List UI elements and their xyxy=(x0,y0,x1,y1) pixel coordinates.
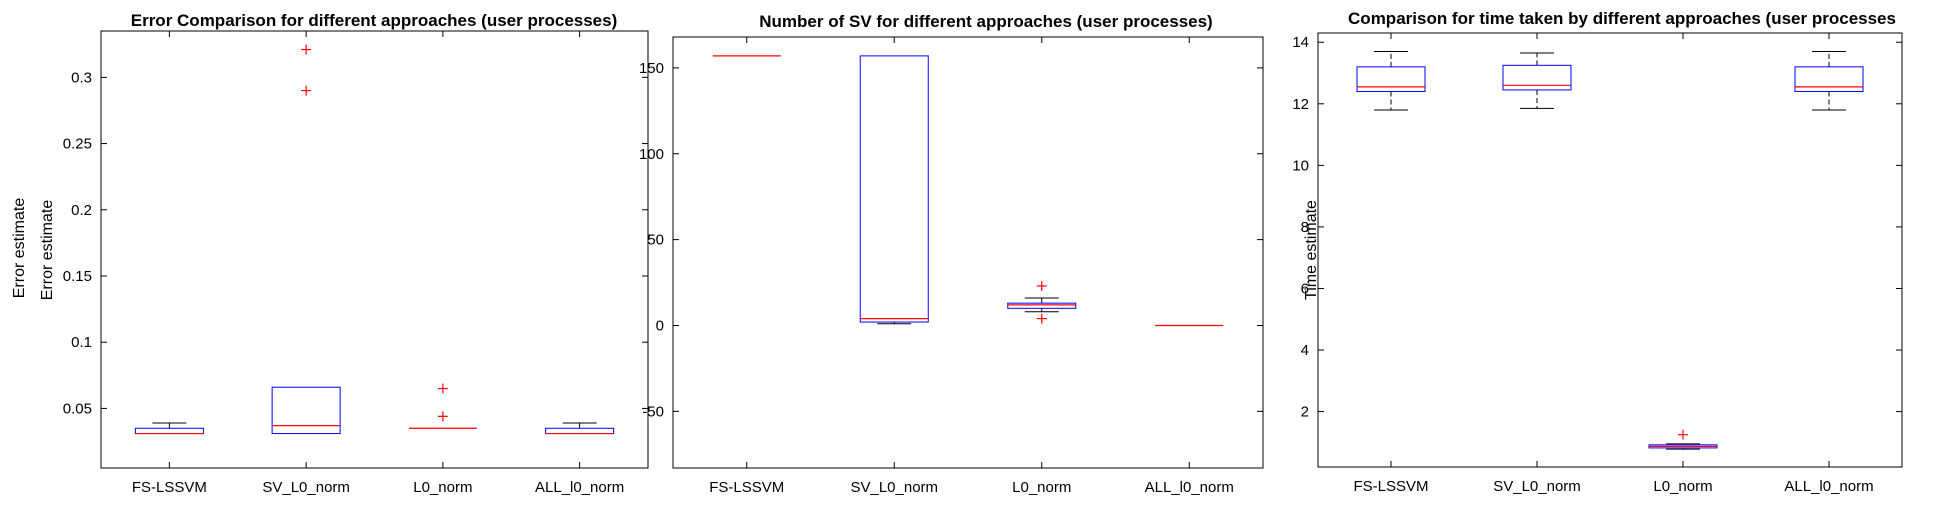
outlier-marker xyxy=(1036,313,1047,324)
plot-area-frame xyxy=(100,30,649,469)
box-SV_L0_norm xyxy=(859,55,929,325)
iqr-box xyxy=(1794,66,1864,92)
iqr-box xyxy=(859,55,929,323)
box-L0_norm xyxy=(1007,280,1077,324)
box-SV_L0_norm xyxy=(1502,52,1572,109)
outlier-marker xyxy=(301,44,312,55)
outlier-marker xyxy=(437,411,448,422)
chart-title: Error Comparison for different approache… xyxy=(131,11,618,30)
iqr-box xyxy=(271,386,341,435)
y-tick-label: 0.2 xyxy=(71,202,92,219)
x-tick-label: SV_L0_norm xyxy=(850,479,938,496)
iqr-box xyxy=(1007,302,1077,309)
x-tick-label: L0_norm xyxy=(1012,479,1071,496)
outlier-marker xyxy=(437,383,448,394)
x-tick-label: FS-LSSVM xyxy=(709,479,784,496)
x-tick-label: FS-LSSVM xyxy=(132,479,207,496)
box-SV_L0_norm xyxy=(271,44,341,435)
iqr-box xyxy=(545,427,615,435)
x-tick-label: ALL_l0_norm xyxy=(1784,478,1873,495)
y-tick-label: 0.25 xyxy=(63,136,92,153)
y-tick-label: 0.3 xyxy=(71,69,92,86)
y-axis-label: Error estimate xyxy=(39,200,56,301)
y-tick-label: 8 xyxy=(1301,219,1309,236)
plot-area-frame xyxy=(672,36,1264,469)
y-tick-label: 14 xyxy=(1292,34,1309,51)
chart-title: Comparison for time taken by different a… xyxy=(1348,9,1896,28)
y-tick-label: 2 xyxy=(1301,404,1309,421)
box-L0_norm xyxy=(1648,429,1718,450)
x-tick-label: ALL_l0_norm xyxy=(1145,479,1234,496)
chart-panel-3: Comparison for time taken by different a… xyxy=(1292,9,1903,495)
y-tick-label: 4 xyxy=(1301,342,1309,359)
box-ALL_l0_norm xyxy=(545,422,615,435)
box-ALL_l0_norm xyxy=(1794,50,1864,111)
chart-title: Number of SV for different approaches (u… xyxy=(759,12,1212,31)
x-tick-label: SV_L0_norm xyxy=(262,479,350,496)
y-axis-label-duplicate: Error estimate xyxy=(11,198,28,299)
box-L0_norm xyxy=(408,383,477,429)
y-tick-label: 50 xyxy=(647,232,664,249)
outlier-marker xyxy=(1036,280,1047,291)
y-axis-label: Time estimate xyxy=(1303,200,1320,300)
chart-panel-1: Error Comparison for different approache… xyxy=(11,11,649,496)
y-tick-label: 0 xyxy=(656,317,664,334)
box-FS-LSSVM xyxy=(1356,50,1426,111)
x-tick-label: ALL_l0_norm xyxy=(535,479,624,496)
box-FS-LSSVM xyxy=(134,422,204,435)
y-tick-label: 0.15 xyxy=(63,268,92,285)
x-tick-label: L0_norm xyxy=(413,479,472,496)
y-tick-label: 0.05 xyxy=(63,400,92,417)
y-tick-label: 0.1 xyxy=(71,334,92,351)
x-tick-label: FS-LSSVM xyxy=(1353,478,1428,495)
y-tick-label: 100 xyxy=(639,146,664,163)
plot-area-frame xyxy=(1317,32,1903,468)
outlier-marker xyxy=(301,85,312,96)
iqr-box xyxy=(1502,64,1572,91)
outlier-marker xyxy=(1678,429,1688,440)
y-tick-label: 6 xyxy=(1301,280,1309,297)
x-tick-label: SV_L0_norm xyxy=(1493,478,1581,495)
iqr-box xyxy=(134,427,204,435)
x-tick-label: L0_norm xyxy=(1653,478,1712,495)
y-tick-label: -50 xyxy=(642,403,664,420)
y-tick-label: 150 xyxy=(639,60,664,77)
y-tick-label: 12 xyxy=(1292,96,1309,113)
chart-panel-2: Number of SV for different approaches (u… xyxy=(639,12,1264,496)
y-tick-label: 10 xyxy=(1292,157,1309,174)
iqr-box xyxy=(1356,66,1426,92)
